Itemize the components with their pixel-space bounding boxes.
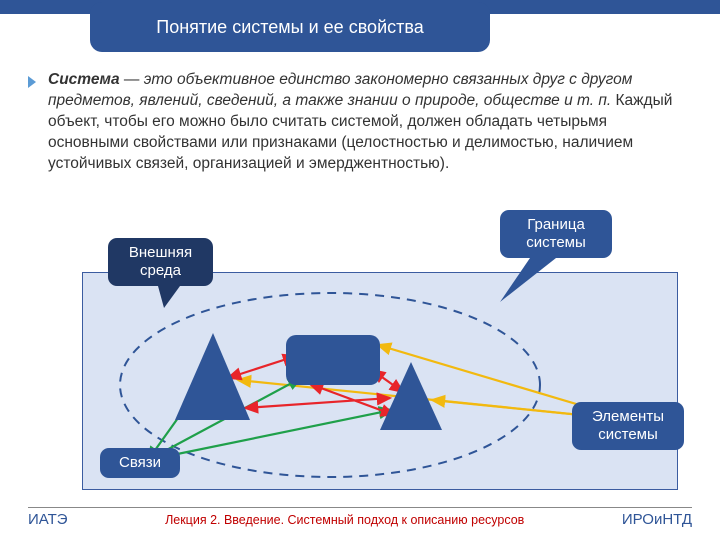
callout-elements-label: Элементы системы [582,408,674,444]
callout-boundary: Граница системы [500,210,612,258]
callout-boundary-label: Граница системы [510,216,602,252]
footer-center: Лекция 2. Введение. Системный подход к о… [165,513,524,527]
callout-links-label: Связи [119,454,161,472]
callout-links: Связи [100,448,180,478]
footer-left: ИАТЭ [28,511,68,528]
callout-elements: Элементы системы [572,402,684,450]
footer: ИАТЭ Лекция 2. Введение. Системный подхо… [28,507,692,528]
callout-environment-label: Внешняя среда [118,244,203,280]
footer-right: ИРОиНТД [622,511,692,528]
callout-environment: Внешняя среда [108,238,213,286]
